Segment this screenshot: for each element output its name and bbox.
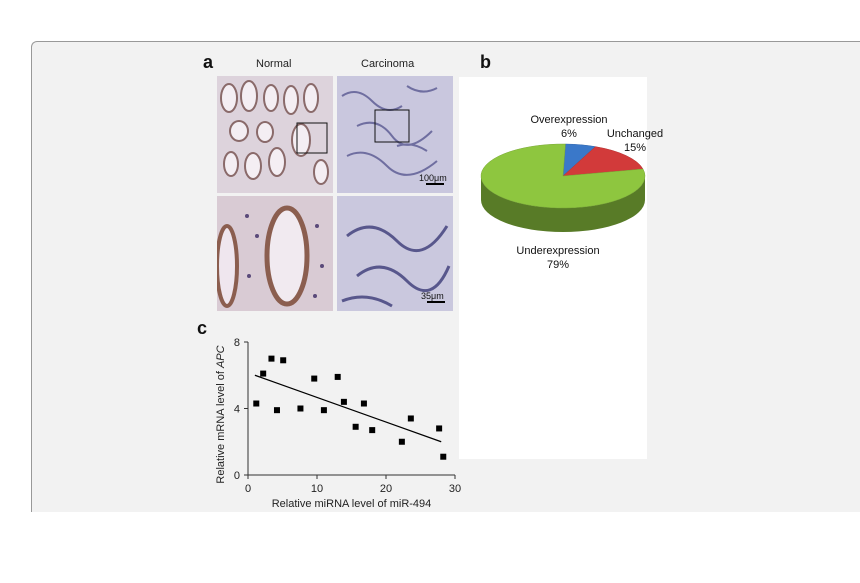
scale-bar-35um: 35μm xyxy=(421,291,445,303)
pie-label-overexpression: Overexpression 6% xyxy=(530,114,608,140)
scale-bar-100um: 100μm xyxy=(419,173,447,185)
carcinoma-column-label: Carcinoma xyxy=(361,58,415,70)
x-tick-label: 0 xyxy=(245,483,251,495)
scatter-point xyxy=(253,400,260,407)
x-tick-label: 10 xyxy=(311,483,323,495)
scatter-point xyxy=(398,438,405,445)
pie-label-underexpression: Underexpression 79% xyxy=(516,245,600,271)
normal-column-label: Normal xyxy=(256,58,292,70)
x-axis-label: Relative miRNA level of miR-494 xyxy=(272,498,432,510)
scatter-point xyxy=(273,407,280,414)
micrograph-carcinoma-high-mag xyxy=(337,196,453,311)
scatter-point xyxy=(369,427,376,434)
pie-slice-underexpression xyxy=(480,143,646,209)
pie-slice-unchanged xyxy=(562,146,644,177)
scatter-point xyxy=(407,415,414,422)
panel-c-letter: c xyxy=(197,318,208,338)
y-tick-label: 8 xyxy=(234,337,240,349)
micrograph-normal-high-mag xyxy=(217,196,333,311)
panel-a-letter: a xyxy=(203,52,214,72)
scatter-point xyxy=(340,398,347,405)
scatter-point xyxy=(334,373,341,380)
scatter-plot: 0 4 8 0 10 20 30 Relative miRNA level of miR-49… xyxy=(215,337,461,510)
scatter-point xyxy=(436,425,443,432)
micrograph-carcinoma-low-mag xyxy=(337,76,453,193)
scatter-point xyxy=(360,400,367,407)
micrograph-normal-low-mag xyxy=(217,76,333,193)
scatter-point xyxy=(320,407,327,414)
pie-side-underexpression xyxy=(481,176,645,232)
scatter-point xyxy=(280,357,287,364)
scatter-point xyxy=(260,370,267,377)
scatter-point xyxy=(311,375,318,382)
pie-label-unchanged: Unchanged 15% xyxy=(606,128,664,154)
x-tick-label: 20 xyxy=(380,483,392,495)
scatter-point xyxy=(440,453,447,460)
panel-b-background xyxy=(459,77,647,459)
scatter-point xyxy=(297,405,304,412)
y-axis-label: Relative mRNA level of APC xyxy=(215,345,227,483)
scatter-point xyxy=(352,423,359,430)
trendline xyxy=(254,374,442,443)
pie-chart xyxy=(480,143,646,232)
panel-b-letter: b xyxy=(480,52,491,72)
x-tick-label: 30 xyxy=(449,483,461,495)
scatter-point xyxy=(268,355,275,362)
y-tick-label: 4 xyxy=(234,404,240,416)
y-tick-label: 0 xyxy=(234,470,240,482)
